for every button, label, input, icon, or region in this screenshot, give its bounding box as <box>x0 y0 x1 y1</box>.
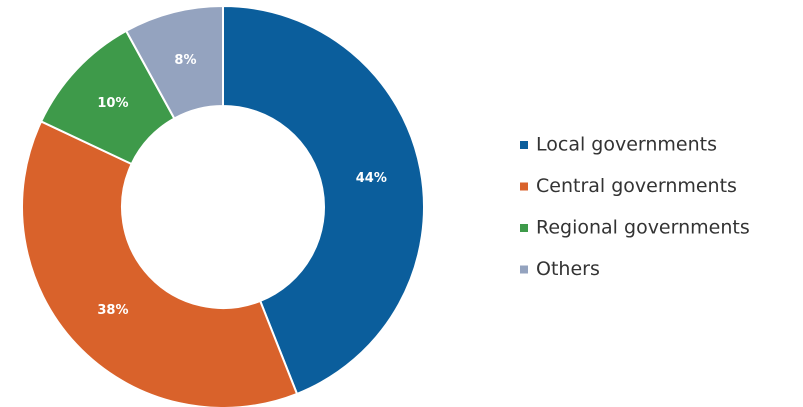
donut-slice <box>124 4 224 120</box>
legend-swatch <box>520 182 528 191</box>
slice-label: 8% <box>174 53 196 68</box>
legend-swatch <box>520 265 528 274</box>
slice-label: 10% <box>97 96 128 111</box>
slice-label: 44% <box>356 171 387 186</box>
legend-label: Others <box>536 258 600 280</box>
donut-slice <box>21 120 299 407</box>
slice-label: 38% <box>97 303 128 318</box>
legend-label: Central governments <box>536 175 737 197</box>
legend-label: Regional governments <box>536 217 750 239</box>
legend-swatch <box>520 224 528 232</box>
legend-swatch <box>520 141 528 149</box>
legend-label: Local governments <box>536 134 717 156</box>
donut-slice <box>222 4 425 396</box>
